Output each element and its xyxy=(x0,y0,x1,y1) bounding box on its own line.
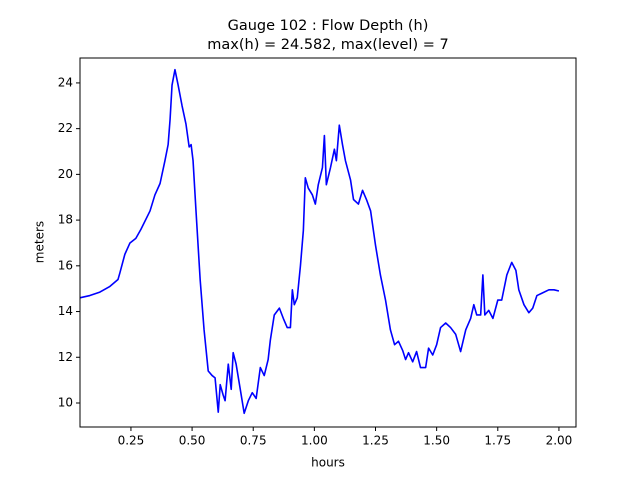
y-tick-label: 10 xyxy=(58,395,73,409)
plot-frame xyxy=(79,57,577,428)
y-tick-label: 14 xyxy=(58,304,73,318)
y-tick-label: 16 xyxy=(58,258,73,272)
y-tick-label: 22 xyxy=(58,121,73,135)
y-tick-label: 24 xyxy=(58,75,73,89)
y-axis-label: meters xyxy=(33,221,47,263)
x-tick-label: 0.25 xyxy=(118,434,145,448)
x-tick-label: 1.50 xyxy=(423,434,450,448)
x-tick-label: 0.75 xyxy=(240,434,267,448)
x-tick-label: 1.25 xyxy=(362,434,389,448)
x-tick-label: 2.00 xyxy=(546,434,573,448)
y-tick-label: 20 xyxy=(58,167,73,181)
data-line xyxy=(79,68,560,415)
y-tick-label: 12 xyxy=(58,350,73,364)
x-axis-label: hours xyxy=(311,456,345,470)
x-tick-label: 1.75 xyxy=(484,434,511,448)
x-tick-label: 1.00 xyxy=(301,434,328,448)
y-tick-label: 18 xyxy=(58,213,73,227)
x-tick-label: 0.50 xyxy=(179,434,206,448)
chart-title: Gauge 102 : Flow Depth (h) xyxy=(228,18,429,34)
chart-subtitle: max(h) = 24.582, max(level) = 7 xyxy=(207,37,448,53)
